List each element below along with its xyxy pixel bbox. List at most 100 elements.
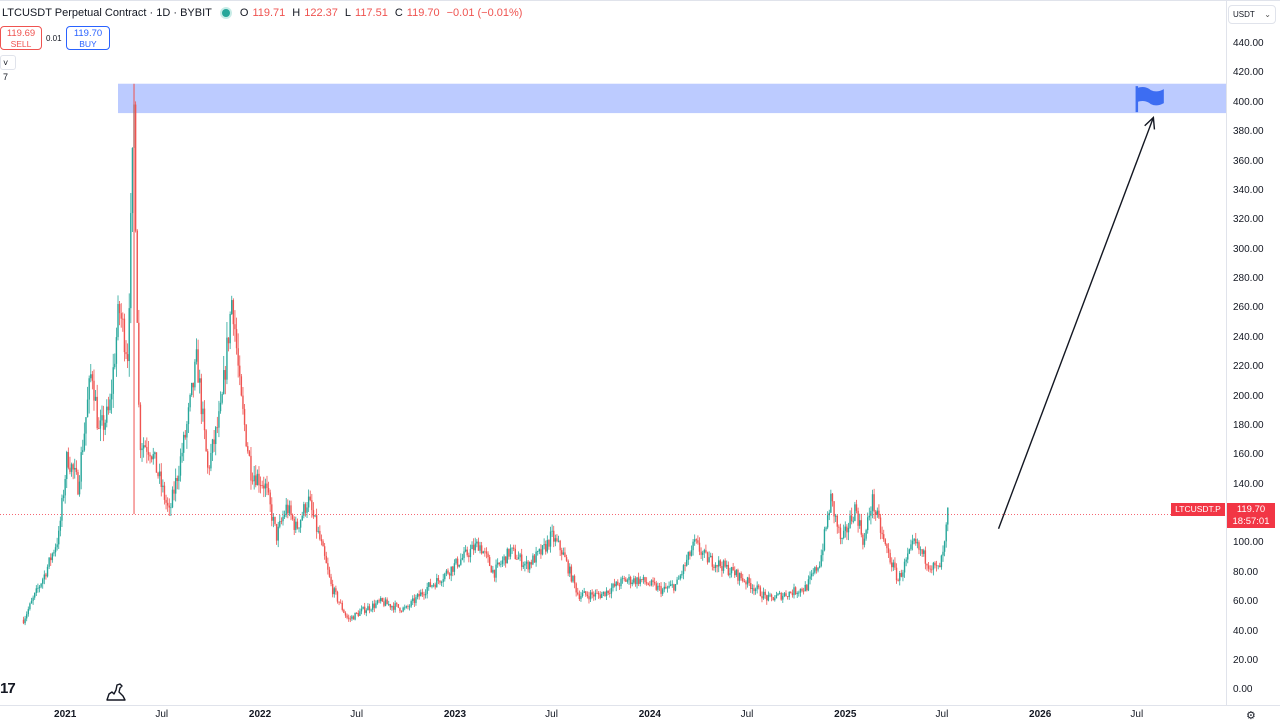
candle-body: [609, 593, 611, 594]
candle-body: [658, 585, 661, 587]
candle-body: [189, 394, 191, 408]
candle: [456, 556, 459, 569]
candle: [863, 532, 866, 548]
candle: [657, 582, 659, 592]
candle: [298, 527, 300, 533]
candle: [867, 512, 869, 534]
candle-body: [301, 515, 303, 521]
candle: [596, 588, 598, 594]
candle-body: [780, 592, 782, 600]
candle-body: [299, 520, 302, 528]
sell-button[interactable]: 119.69 SELL: [0, 26, 42, 50]
candle-body: [939, 565, 941, 568]
candle: [857, 507, 859, 533]
candle: [102, 405, 105, 442]
candle-body: [43, 574, 46, 580]
candle-body: [30, 600, 33, 604]
bar-countdown-tag: 18:57:01: [1227, 515, 1275, 528]
candle: [344, 611, 347, 618]
symbol-title[interactable]: LTCUSDT Perpetual Contract · 1D · BYBIT: [2, 7, 212, 19]
candle-body: [729, 573, 731, 575]
candle: [546, 535, 549, 554]
candle-body: [855, 504, 858, 511]
candle-body: [687, 552, 689, 560]
buy-button[interactable]: 119.70 BUY: [66, 26, 110, 50]
candle-body: [396, 603, 398, 605]
dino-icon[interactable]: [105, 682, 127, 702]
candle: [594, 589, 597, 601]
candle-body: [67, 452, 70, 468]
time-axis[interactable]: 2021 Jul 2022 Jul 2023 Jul 2024 Jul 2025 Jul 2026 J…: [0, 705, 1280, 726]
indicators-toggle-button[interactable]: ˅ 7: [0, 55, 16, 82]
candle-body: [91, 374, 94, 381]
candle-body: [524, 563, 526, 566]
candle: [74, 458, 76, 479]
candle: [210, 443, 212, 472]
candle: [852, 516, 854, 524]
candle: [806, 584, 808, 592]
candle: [333, 586, 335, 598]
candle: [66, 450, 68, 489]
candle: [886, 543, 888, 554]
candle: [903, 558, 906, 578]
candle: [533, 554, 536, 563]
candle-body: [679, 575, 681, 579]
candle-body: [628, 576, 630, 581]
candle-body: [54, 547, 57, 553]
candle: [296, 518, 299, 530]
candle: [525, 555, 528, 570]
tradingview-logo-icon[interactable]: 17: [0, 680, 16, 697]
candle: [509, 544, 512, 560]
candle-body: [251, 480, 254, 482]
candle-body: [392, 605, 395, 610]
candle: [86, 386, 89, 418]
candle: [267, 481, 270, 496]
candle: [658, 583, 661, 591]
candle: [98, 417, 100, 430]
candle-body: [309, 496, 311, 501]
candle: [895, 563, 898, 584]
chart-plot[interactable]: [0, 0, 1226, 705]
price-axis[interactable]: 0.0020.0040.0060.0080.00100.00120.00140.…: [1226, 0, 1280, 705]
candle-body: [152, 454, 154, 460]
candle: [490, 565, 492, 573]
candle: [774, 595, 776, 602]
candle: [479, 541, 481, 554]
candle-body: [826, 515, 829, 528]
candle: [154, 451, 156, 459]
candle-body: [277, 526, 279, 541]
candle-body: [660, 586, 662, 594]
candle: [767, 591, 770, 602]
candle: [825, 526, 827, 532]
candle-body: [722, 560, 725, 571]
candle-body: [166, 502, 169, 506]
candle-body: [128, 308, 130, 362]
candle: [288, 500, 291, 517]
candle: [78, 475, 81, 497]
candle: [120, 303, 122, 328]
candle: [620, 576, 622, 590]
candle-body: [215, 427, 217, 445]
candle-body: [828, 512, 830, 516]
candle: [685, 554, 688, 567]
candle-body: [770, 594, 773, 597]
candle: [42, 577, 44, 589]
gear-icon[interactable]: ⚙: [1246, 710, 1256, 722]
candle: [372, 600, 374, 613]
candle-body: [718, 560, 720, 567]
candle-body: [804, 584, 806, 592]
currency-select[interactable]: USDT ⌄: [1228, 5, 1276, 24]
candle: [82, 439, 84, 455]
candle-body: [519, 554, 521, 558]
candle: [742, 573, 744, 583]
candle: [46, 564, 49, 578]
candle: [599, 591, 601, 600]
candle-body: [762, 591, 765, 599]
time-tick-label: Jul: [740, 709, 754, 720]
candle: [418, 590, 420, 600]
price-tick-label: 240.00: [1233, 331, 1264, 343]
candle: [420, 589, 422, 597]
candle: [122, 312, 124, 332]
candle-body: [232, 300, 235, 325]
time-tick-label: 2022: [248, 709, 272, 720]
